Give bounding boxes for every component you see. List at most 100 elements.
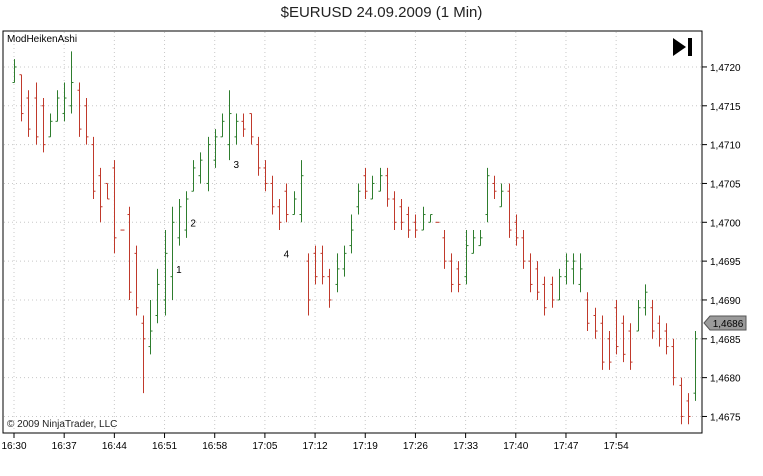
price-bar — [12, 59, 17, 83]
price-bars — [12, 51, 698, 425]
price-bar — [449, 253, 454, 293]
annotation-label: 2 — [190, 218, 196, 229]
price-bar — [614, 299, 619, 355]
price-bar — [363, 167, 368, 199]
price-bar — [650, 299, 655, 339]
price-bar — [478, 230, 483, 247]
y-tick-label: 1,4700 — [710, 218, 741, 229]
plot-frame — [2, 30, 703, 434]
price-bar — [507, 183, 512, 238]
annotation-label: 1 — [176, 265, 182, 276]
x-tick-label: 17:40 — [503, 441, 528, 452]
y-tick-label: 1,4680 — [710, 374, 741, 385]
x-tick-label: 17:19 — [353, 441, 378, 452]
y-tick-label: 1,4675 — [710, 412, 741, 423]
price-bar — [306, 253, 311, 316]
price-bar — [628, 323, 633, 370]
current-price-marker: 1,4686 — [703, 315, 747, 331]
x-tick-label: 17:12 — [303, 441, 328, 452]
price-bar — [284, 183, 289, 223]
y-tick-label: 1,4695 — [710, 257, 741, 268]
y-tick-label: 1,4705 — [710, 179, 741, 190]
price-bar — [206, 136, 211, 192]
price-bar — [514, 214, 519, 246]
price-bar — [550, 276, 555, 308]
x-tick-label: 16:58 — [202, 441, 227, 452]
price-bar — [77, 82, 82, 137]
price-bar — [600, 315, 605, 370]
price-bar — [170, 206, 175, 300]
price-bar — [406, 206, 411, 238]
price-bar — [370, 175, 375, 200]
y-tick-label: 1,4685 — [710, 335, 741, 346]
price-bar — [607, 331, 612, 370]
annotation-label: 3 — [233, 160, 239, 171]
y-tick-label: 1,4715 — [710, 102, 741, 113]
x-tick-label: 17:33 — [453, 441, 478, 452]
price-bar — [134, 245, 139, 316]
copyright-text: © 2009 NinjaTrader, LLC — [7, 419, 118, 430]
price-bar — [177, 198, 182, 246]
price-bar — [392, 191, 397, 231]
x-tick-label: 17:26 — [403, 441, 428, 452]
price-bar — [48, 113, 53, 138]
price-bar — [19, 74, 24, 122]
price-bar — [69, 51, 74, 114]
price-bar — [456, 261, 461, 293]
price-bar — [213, 129, 218, 168]
y-tick-label: 1,4720 — [710, 63, 741, 74]
x-tick-label: 16:30 — [1, 441, 26, 452]
annotations: 1 2 3 4 — [176, 160, 290, 276]
price-bar — [184, 191, 189, 238]
price-bar — [26, 90, 31, 137]
x-tick-label: 17:54 — [604, 441, 629, 452]
skip-to-end-icon[interactable] — [671, 36, 695, 58]
price-bar — [84, 98, 89, 145]
price-bar — [385, 167, 390, 207]
price-bar — [464, 230, 469, 285]
price-bar — [693, 331, 698, 401]
price-bar — [256, 136, 261, 176]
price-bar — [234, 113, 239, 145]
price-bar — [671, 338, 676, 386]
price-bar — [342, 245, 347, 277]
price-bar — [335, 253, 340, 293]
chart-title: $EURUSD 24.09.2009 (1 Min) — [280, 4, 483, 21]
price-bar — [292, 191, 297, 216]
price-bar — [664, 323, 669, 355]
price-bar — [521, 230, 526, 269]
price-bar — [220, 113, 225, 138]
price-bar — [105, 182, 110, 200]
price-bar — [535, 261, 540, 300]
price-bar — [313, 245, 318, 285]
price-bar — [378, 167, 383, 192]
price-bar — [564, 253, 569, 285]
current-price-label: 1,4686 — [713, 319, 744, 330]
price-bar — [428, 214, 433, 223]
price-bar — [163, 230, 168, 316]
price-bar — [299, 160, 304, 223]
price-bar — [198, 152, 203, 184]
price-bar — [585, 292, 590, 332]
grid-lines — [4, 32, 701, 432]
y-tick-label: 1,4690 — [710, 296, 741, 307]
price-bar — [320, 245, 325, 285]
price-bar — [499, 183, 504, 208]
price-bar — [148, 299, 153, 355]
price-bar — [249, 113, 254, 145]
x-tick-label: 17:47 — [553, 441, 578, 452]
price-bar — [471, 230, 476, 254]
price-bar — [155, 268, 160, 324]
price-bar — [227, 90, 232, 161]
x-tick-label: 17:05 — [252, 441, 277, 452]
price-bar — [528, 253, 533, 293]
x-tick-label: 16:44 — [102, 441, 127, 452]
price-bar — [91, 136, 96, 199]
price-bar — [542, 276, 547, 316]
price-bar — [127, 206, 132, 300]
price-bar — [679, 377, 684, 425]
price-bar — [141, 315, 146, 394]
time-axis: 16:30 16:37 16:44 16:51 16:58 17:05 17:12 17:19… — [1, 433, 629, 452]
price-bar — [578, 253, 583, 293]
